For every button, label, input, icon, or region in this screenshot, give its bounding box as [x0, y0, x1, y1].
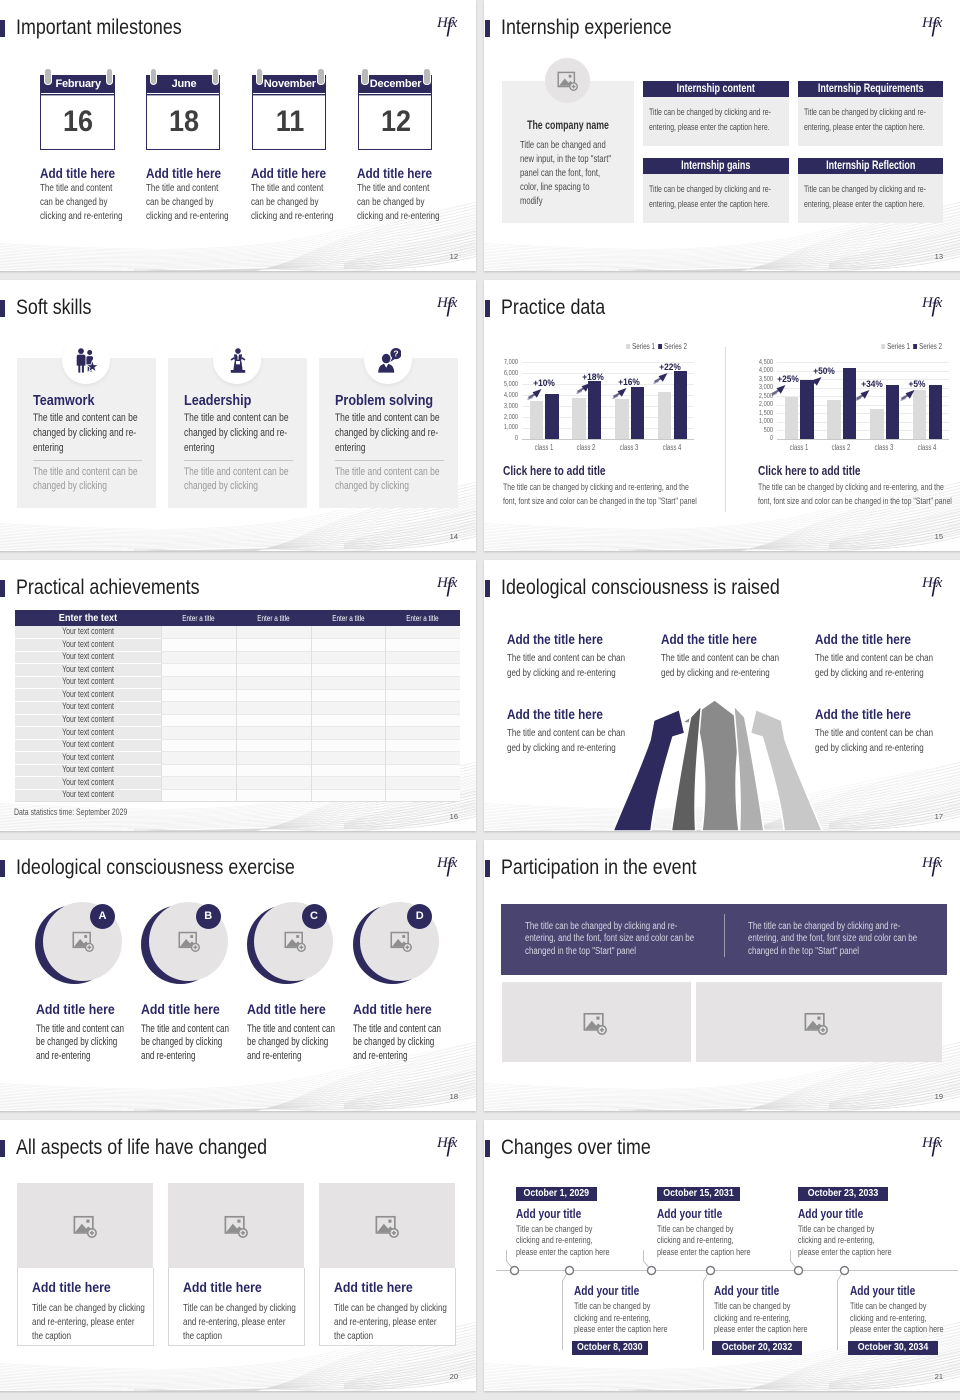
svg-text:?: ? [393, 348, 398, 358]
